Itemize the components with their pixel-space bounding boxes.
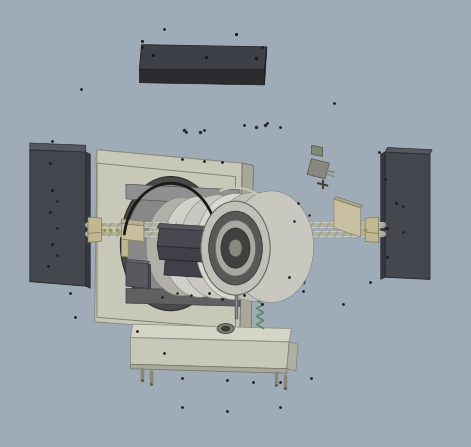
- Polygon shape: [97, 163, 236, 329]
- Ellipse shape: [201, 201, 270, 295]
- Ellipse shape: [221, 228, 250, 268]
- Polygon shape: [122, 224, 144, 241]
- Ellipse shape: [179, 195, 256, 299]
- Ellipse shape: [215, 220, 256, 276]
- Polygon shape: [334, 197, 363, 208]
- Polygon shape: [139, 69, 265, 85]
- Polygon shape: [126, 259, 150, 264]
- Polygon shape: [311, 145, 323, 156]
- Polygon shape: [385, 152, 430, 279]
- Polygon shape: [130, 364, 287, 373]
- Polygon shape: [86, 152, 90, 288]
- Polygon shape: [365, 217, 379, 233]
- Polygon shape: [381, 152, 385, 279]
- Ellipse shape: [229, 239, 242, 257]
- Polygon shape: [139, 45, 267, 72]
- Polygon shape: [95, 150, 242, 179]
- Polygon shape: [130, 337, 289, 369]
- Polygon shape: [157, 224, 307, 237]
- Polygon shape: [88, 217, 101, 233]
- Ellipse shape: [229, 191, 314, 303]
- Ellipse shape: [196, 194, 275, 300]
- Polygon shape: [30, 150, 86, 286]
- Ellipse shape: [162, 196, 237, 297]
- Ellipse shape: [121, 177, 221, 311]
- Polygon shape: [385, 148, 432, 154]
- Polygon shape: [334, 199, 361, 237]
- Ellipse shape: [217, 324, 234, 333]
- Ellipse shape: [209, 211, 262, 285]
- Polygon shape: [30, 143, 86, 152]
- Polygon shape: [148, 264, 151, 289]
- Polygon shape: [126, 184, 240, 206]
- Polygon shape: [122, 219, 144, 226]
- Ellipse shape: [212, 192, 294, 301]
- Polygon shape: [122, 239, 128, 257]
- Ellipse shape: [122, 178, 220, 309]
- Polygon shape: [95, 150, 242, 333]
- Polygon shape: [307, 159, 329, 179]
- Ellipse shape: [126, 184, 215, 303]
- Polygon shape: [287, 342, 298, 371]
- Polygon shape: [126, 261, 148, 288]
- Ellipse shape: [222, 326, 230, 331]
- Polygon shape: [265, 47, 267, 85]
- Polygon shape: [240, 163, 253, 335]
- Polygon shape: [365, 226, 379, 242]
- Polygon shape: [164, 250, 307, 284]
- Polygon shape: [126, 288, 240, 306]
- Polygon shape: [157, 246, 305, 268]
- Ellipse shape: [146, 198, 218, 296]
- Polygon shape: [130, 324, 292, 342]
- Polygon shape: [157, 228, 307, 255]
- Polygon shape: [88, 226, 101, 242]
